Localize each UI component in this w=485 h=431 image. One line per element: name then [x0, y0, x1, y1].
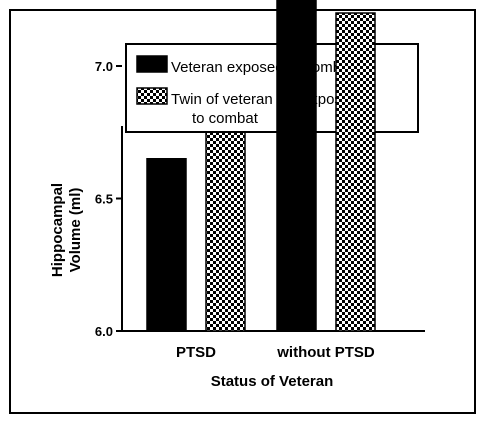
bar-series-2-ptsd — [205, 131, 246, 332]
legend-label: Veteran exposed to combat — [171, 59, 354, 76]
y-axis-title: Hippocampal Volume (ml) — [49, 183, 84, 277]
bar-series-1-without-ptsd — [276, 0, 317, 332]
y-axis-title-line: Volume (ml) — [67, 188, 84, 273]
x-category-label: without PTSD — [276, 344, 375, 361]
legend-label: Twin of veteran not exposed — [171, 91, 359, 108]
y-tick-label: 6.0 — [95, 324, 113, 339]
legend-swatch-2 — [136, 87, 168, 105]
y-tick-label: 6.5 — [95, 192, 113, 207]
legend-swatch-1 — [136, 55, 168, 73]
x-category-label: PTSD — [176, 344, 216, 361]
x-axis-title: Status of Veteran — [211, 373, 334, 390]
figure-frame — [9, 9, 476, 414]
y-tick-label: 7.0 — [95, 59, 113, 74]
bar-series-1-ptsd — [146, 158, 187, 332]
y-axis-title-line: Hippocampal — [49, 183, 66, 277]
bar-series-2-without-ptsd — [335, 12, 376, 332]
legend-label: to combat — [192, 110, 259, 127]
